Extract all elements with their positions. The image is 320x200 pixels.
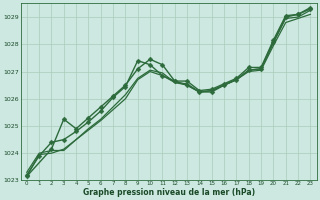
X-axis label: Graphe pression niveau de la mer (hPa): Graphe pression niveau de la mer (hPa) bbox=[83, 188, 255, 197]
